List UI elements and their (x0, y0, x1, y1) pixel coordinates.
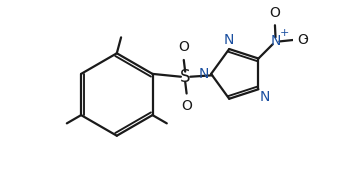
Text: N: N (259, 90, 270, 104)
Text: N: N (270, 34, 281, 48)
Text: N: N (223, 33, 234, 47)
Text: O: O (298, 33, 309, 47)
Text: -: - (303, 32, 307, 45)
Text: O: O (269, 5, 280, 19)
Text: N: N (199, 67, 209, 81)
Text: S: S (180, 68, 190, 86)
Text: O: O (181, 99, 192, 113)
Text: O: O (178, 40, 189, 54)
Text: +: + (280, 28, 289, 38)
